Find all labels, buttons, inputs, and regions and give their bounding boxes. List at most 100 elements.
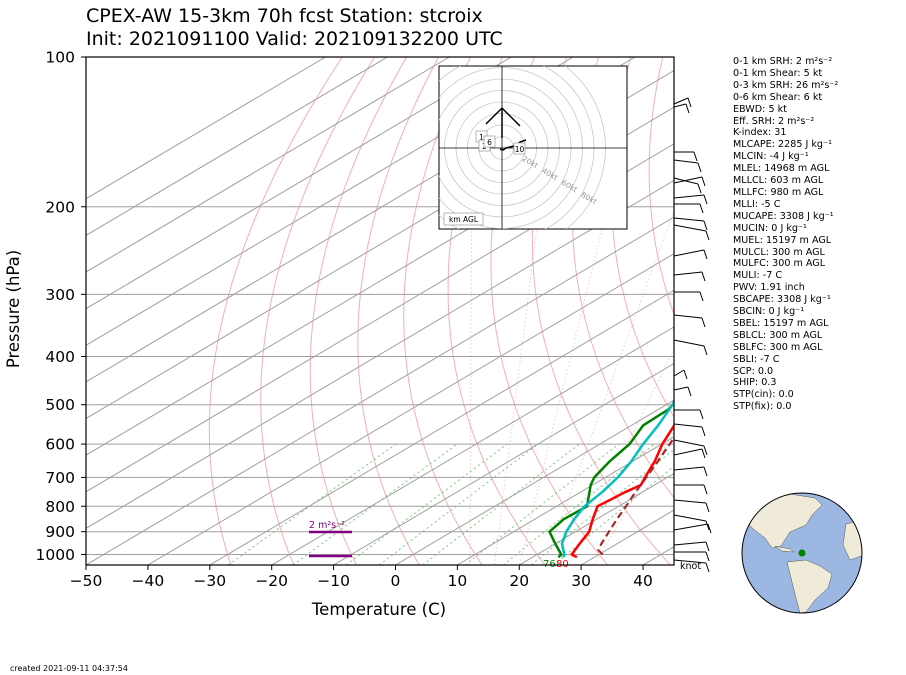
dry-adiabat (309, 57, 407, 565)
isotherm (86, 106, 674, 456)
sounding-index: MLLFC: 980 m AGL (733, 186, 824, 198)
isotherm (86, 216, 674, 565)
isotherm (86, 57, 512, 310)
dry-adiabat (490, 57, 608, 565)
dry-adiabat (447, 57, 546, 565)
wind-barb (673, 439, 705, 447)
wind-barb-flag (705, 551, 710, 562)
isotherm (86, 57, 326, 200)
sounding-index: SBCAPE: 3308 J kg⁻¹ (733, 294, 831, 306)
sounding-index: PWV: 1.91 inch (733, 282, 805, 294)
y-tick-label: 400 (45, 348, 75, 366)
wind-unit-label: knot (680, 561, 701, 572)
x-tick-label: 20 (509, 572, 529, 590)
x-tick-label: 40 (633, 572, 653, 590)
sounding-index: 0-1 km SRH: 2 m²s⁻² (733, 56, 833, 67)
y-axis-label: Pressure (hPa) (4, 250, 23, 368)
isotherm (86, 57, 574, 346)
wind-barb-flag (703, 445, 708, 456)
x-tick-label: −50 (70, 572, 103, 590)
wind-barb-flag (705, 541, 710, 552)
isotherm (86, 179, 674, 529)
mixing-ratio-line (422, 443, 580, 565)
wet-bulb-line (560, 398, 674, 558)
sounding-index: SCP: 0.0 (733, 365, 774, 377)
sounding-index: MLEL: 14968 m AGL (733, 163, 830, 175)
sounding-index: MULCL: 300 m AGL (733, 246, 825, 258)
parcel-line (597, 436, 674, 556)
hodograph-height-label: 1 (479, 133, 484, 142)
sounding-index: MUEL: 15197 m AGL (733, 234, 832, 246)
sounding-index: SHIP: 0.3 (733, 377, 777, 389)
wind-barb-flag (701, 426, 706, 437)
wind-barb-flag (701, 271, 706, 282)
dry-adiabat (610, 57, 674, 419)
x-tick-label: −20 (255, 572, 288, 590)
hodograph-motion-arrow (485, 106, 521, 138)
sounding-index: SBLCL: 300 m AGL (733, 329, 823, 341)
wind-barb (673, 499, 707, 504)
dry-adiabat (403, 57, 483, 565)
moist-adiabat (494, 206, 540, 565)
y-tick-label: 200 (45, 198, 75, 216)
y-tick-label: 600 (45, 436, 75, 454)
sounding-index: MUCIN: 0 J kg⁻¹ (733, 222, 807, 234)
wind-barb-flag (685, 103, 690, 114)
wind-barb (673, 369, 685, 377)
x-axis-label: Temperature (C) (311, 600, 446, 619)
globe-outline (741, 492, 863, 614)
isotherm (147, 253, 674, 565)
created-timestamp: created 2021-09-11 04:37:54 (10, 664, 128, 673)
dry-adiabat (208, 57, 343, 565)
hodograph-inset: 20kt40kt60kt80kt12610km AGL (438, 65, 628, 230)
wind-barb (673, 514, 707, 522)
mixing-ratio-line (378, 443, 539, 565)
moist-adiabat (568, 347, 674, 565)
wind-barb (673, 314, 703, 319)
isotherm (86, 57, 450, 273)
isotherm (209, 289, 674, 565)
wind-barb-flag (703, 249, 708, 260)
y-tick-label: 900 (45, 523, 75, 541)
wind-barb-flag (701, 317, 706, 328)
moist-adiabat (518, 206, 608, 565)
y-tick-label: 100 (45, 49, 75, 67)
wind-barbs (673, 57, 712, 573)
isotherm (86, 143, 674, 493)
isotherm (519, 472, 674, 565)
wind-barb (673, 339, 705, 347)
sounding-index: MLLCL: 603 m AGL (733, 175, 824, 187)
isotherm (457, 436, 674, 565)
sounding-index: SBEL: 15197 m AGL (733, 317, 829, 329)
x-tick-label: −40 (132, 572, 165, 590)
x-tick-label: −30 (193, 572, 226, 590)
hodograph-height-label: 6 (487, 138, 492, 147)
mixing-ratio-line (345, 443, 508, 565)
x-tick-label: 30 (571, 572, 591, 590)
wind-barb-flag (683, 369, 688, 380)
hodograph-height-box (483, 135, 496, 148)
wind-barb-flag (707, 523, 712, 534)
wind-barb-flag (701, 448, 706, 459)
sounding-index: MULFC: 300 m AGL (733, 258, 826, 270)
mixing-ratio-line (553, 465, 674, 565)
wind-barb-flag (697, 183, 702, 194)
wind-barb (673, 523, 709, 531)
sounding-index: MLCAPE: 2285 J kg⁻¹ (733, 139, 832, 151)
wind-barb (673, 466, 705, 471)
wind-barb-flag (699, 291, 704, 302)
south-america (786, 559, 833, 613)
wind-barb-flag (703, 345, 708, 356)
hodograph-height-box (513, 142, 526, 155)
mixing-ratio-line (292, 443, 458, 565)
globe-land (742, 493, 862, 613)
sounding-index: 0-3 km SRH: 26 m²s⁻² (733, 79, 839, 91)
wind-barb (673, 176, 703, 184)
wind-barb (673, 194, 705, 199)
wind-barb (673, 271, 703, 276)
wind-barb-flag (703, 466, 708, 477)
hodograph-frame (438, 65, 628, 230)
wind-barb-flag (703, 484, 708, 495)
hodograph-legend-box (443, 212, 484, 226)
